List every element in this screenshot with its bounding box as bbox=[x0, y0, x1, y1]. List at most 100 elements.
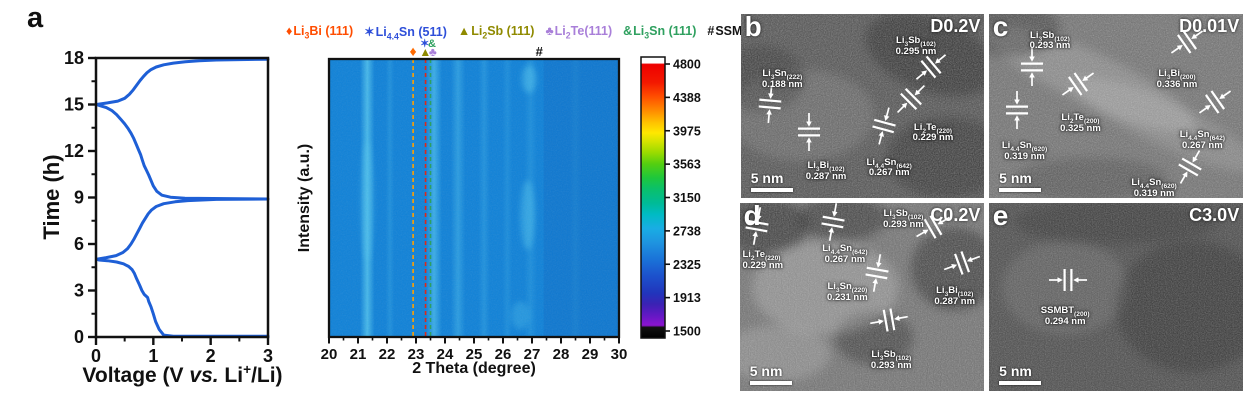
svg-text:6: 6 bbox=[74, 234, 84, 254]
voltage-axis-title: Voltage (V vs. Li+/Li) bbox=[82, 362, 283, 387]
lattice-fringe-mark-icon bbox=[1046, 258, 1090, 302]
lattice-fringe-mark-icon bbox=[995, 88, 1039, 132]
d-spacing-value: 0.229 nm bbox=[912, 132, 954, 144]
lattice-fringe-mark-icon bbox=[940, 241, 984, 285]
svg-text:28: 28 bbox=[553, 346, 570, 363]
lattice-fringe-mark-icon bbox=[911, 205, 955, 249]
tem-micrograph-image bbox=[989, 203, 1243, 391]
d-spacing-value: 0.293 nm bbox=[870, 359, 912, 371]
scale-bar-line bbox=[999, 381, 1042, 386]
tem-micrograph-image bbox=[741, 14, 984, 198]
tem-annotation: Li4.4Sn(642) 0.267 nm bbox=[1180, 129, 1225, 152]
colorbar-tick-label: 3563 bbox=[673, 158, 701, 172]
colorbar-tick-label: 3975 bbox=[673, 124, 701, 138]
panel-letter-e: e bbox=[992, 203, 1009, 231]
d-spacing-value: 0.295 nm bbox=[895, 46, 937, 57]
legend-marker-icon: ✶ bbox=[364, 25, 375, 39]
svg-text:18: 18 bbox=[64, 48, 84, 68]
scale-bar-label: 5 nm bbox=[750, 170, 784, 187]
tem-annotation: Li2Te(200) 0.325 nm bbox=[1060, 112, 1101, 135]
legend-marker-icon: ♣ bbox=[545, 24, 554, 38]
intensity-axis-title: Intensity (a.u.) bbox=[296, 143, 313, 253]
peak-marker: ✶ bbox=[420, 38, 429, 50]
legend-marker-icon: ▲ bbox=[457, 24, 471, 38]
legend-label: Li3Bi (111) bbox=[293, 24, 354, 41]
phase-plane-label: Li4.4Sn(620) bbox=[1001, 139, 1048, 153]
tem-annotation: Li3Sb(102) 0.293 nm bbox=[883, 207, 924, 231]
d-spacing-value: 0.287 nm bbox=[934, 295, 976, 307]
tem-micrograph-image bbox=[740, 203, 984, 391]
tem-annotation: Li3Bi(200) 0.336 nm bbox=[1156, 68, 1198, 91]
scale-bar: 5 nm bbox=[750, 170, 793, 193]
d-spacing-value: 0.336 nm bbox=[1156, 79, 1198, 91]
time-axis-title: Time (h) bbox=[39, 154, 64, 240]
lattice-fringe-mark-icon bbox=[909, 45, 953, 89]
tem-panel-e: e C3.0V SSMBT(200) 0.294 nm 5 nm bbox=[989, 203, 1243, 391]
scale-bar-label: 5 nm bbox=[749, 363, 783, 380]
phase-plane-label: Li3Sb(102) bbox=[883, 207, 924, 221]
phase-plane-label: Li3Bi(102) bbox=[936, 284, 974, 298]
tem-annotation: Li4.4Sn(642) 0.267 nm bbox=[866, 156, 912, 180]
tem-annotation: Li4.4Sn(642) 0.267 nm bbox=[822, 243, 867, 266]
lattice-fringe-mark-icon bbox=[1193, 80, 1237, 124]
colorbar-tick-label: 2738 bbox=[673, 224, 701, 238]
lattice-fringe-mark-icon bbox=[787, 110, 831, 154]
scale-bar: 5 nm bbox=[999, 170, 1042, 193]
legend-item: & Li3Sn (111) bbox=[623, 24, 696, 40]
scale-bar-line bbox=[749, 381, 792, 386]
panel-letter-b: b bbox=[744, 14, 762, 42]
svg-text:3: 3 bbox=[74, 281, 84, 301]
svg-text:1: 1 bbox=[148, 346, 158, 366]
phase-plane-label: SSMBT(200) bbox=[1040, 305, 1090, 319]
phase-plane-label: Li2Te(220) bbox=[742, 249, 781, 262]
d-spacing-value: 0.319 nm bbox=[1133, 187, 1175, 198]
lattice-fringe-mark-icon bbox=[748, 82, 792, 126]
two-theta-axis-title: 2 Theta (degree) bbox=[412, 360, 536, 377]
phase-plane-label: Li2Te(200) bbox=[1061, 112, 1100, 126]
d-spacing-value: 0.325 nm bbox=[1060, 123, 1101, 135]
legend-marker-icon: # bbox=[707, 24, 715, 38]
svg-text:26: 26 bbox=[495, 346, 512, 363]
tem-annotation: Li2Te(220) 0.229 nm bbox=[742, 249, 783, 272]
tem-annotation: Li3Sb(102) 0.293 nm bbox=[870, 349, 912, 372]
legend-item: ♣ Li2Te(111) bbox=[545, 24, 612, 40]
peak-marker: & bbox=[428, 38, 436, 50]
phase-plane-label: Li3Sn(222) bbox=[762, 68, 803, 82]
svg-text:0: 0 bbox=[91, 346, 101, 366]
d-spacing-value: 0.293 nm bbox=[1029, 40, 1071, 52]
svg-text:29: 29 bbox=[582, 346, 599, 363]
d-spacing-value: 0.319 nm bbox=[1004, 150, 1045, 162]
lattice-fringe-mark-icon bbox=[889, 77, 933, 121]
phase-legend: ♦ Li3Bi (111) ✶ Li4.4Sn (511) ▲ Li2Sb (111) ♣ L… bbox=[286, 24, 792, 41]
lattice-fringe-mark-icon bbox=[740, 204, 779, 248]
phase-plane-label: Li3Sn(220) bbox=[827, 280, 868, 294]
d-spacing-value: 0.231 nm bbox=[827, 291, 868, 303]
svg-text:27: 27 bbox=[524, 346, 541, 363]
panel-letter-c: c bbox=[992, 14, 1009, 42]
lattice-fringe-mark-icon bbox=[1010, 45, 1054, 89]
lattice-fringe-mark-icon bbox=[1168, 145, 1212, 189]
svg-text:0: 0 bbox=[74, 327, 84, 347]
lattice-fringe-mark-icon bbox=[867, 298, 911, 342]
svg-text:21: 21 bbox=[350, 346, 367, 363]
svg-text:2: 2 bbox=[206, 346, 216, 366]
legend-item: ♦ Li3Bi (111) bbox=[286, 24, 354, 41]
d-spacing-value: 0.188 nm bbox=[761, 79, 803, 91]
svg-text:23: 23 bbox=[408, 346, 425, 363]
tem-panel-b: b D0.2V Li3Sn(222) 0.188 nm Li3Sb(102) 0.295 … bbox=[741, 14, 984, 198]
d-spacing-value: 0.267 nm bbox=[868, 167, 910, 179]
d-spacing-value: 0.293 nm bbox=[883, 218, 924, 230]
svg-text:9: 9 bbox=[74, 188, 84, 208]
tem-annotation: Li4.4Sn(620) 0.319 nm bbox=[1131, 177, 1176, 198]
phase-plane-label: Li4.4Sn(642) bbox=[866, 156, 912, 170]
voltage-curve bbox=[95, 57, 270, 338]
peak-marker: # bbox=[536, 44, 544, 59]
lattice-fringe-mark-icon bbox=[811, 203, 855, 244]
d-spacing-value: 0.294 nm bbox=[1044, 316, 1086, 328]
peak-marker: ▲ bbox=[419, 45, 431, 59]
colorbar: 4800 4388 3975 3563 3150 2738 2325 1913 1500 bbox=[640, 56, 701, 339]
legend-label: Li2Sb (111) bbox=[471, 24, 535, 41]
